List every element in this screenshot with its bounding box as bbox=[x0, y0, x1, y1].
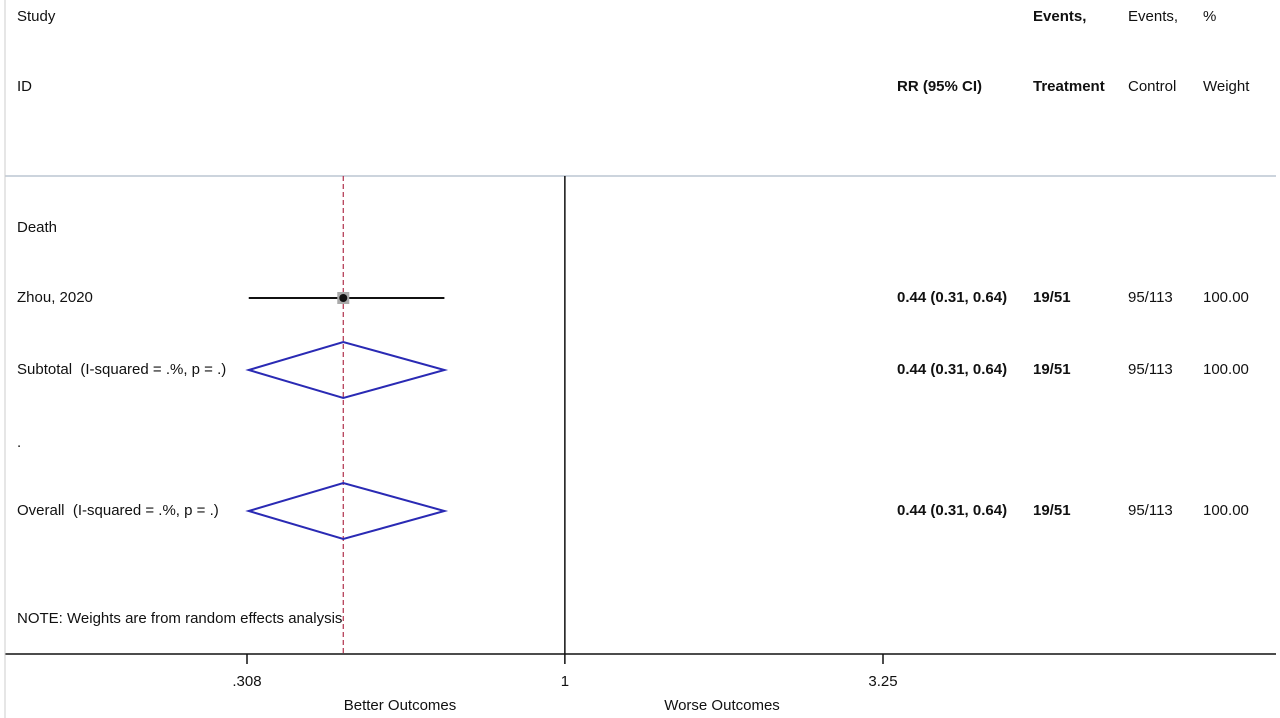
header: Events, bbox=[1033, 8, 1086, 25]
diamond bbox=[245, 481, 449, 541]
header: ID bbox=[17, 78, 32, 95]
weight: 100.00 bbox=[1203, 289, 1249, 306]
point-estimate bbox=[339, 294, 348, 302]
header: Study bbox=[17, 8, 56, 25]
x-tick-label: .308 bbox=[232, 673, 261, 690]
events-control: 95/113 bbox=[1128, 502, 1173, 519]
x-axis-label: Worse Outcomes bbox=[664, 697, 780, 714]
row-label: Subtotal (I-squared = .%, p = .) bbox=[17, 361, 226, 378]
header: % bbox=[1203, 8, 1216, 25]
row-label: Zhou, 2020 bbox=[17, 289, 93, 306]
diamond bbox=[245, 340, 449, 400]
weight: 100.00 bbox=[1203, 361, 1249, 378]
header: Events, bbox=[1128, 8, 1178, 25]
header: Weight bbox=[1203, 78, 1250, 95]
x-tick-label: 3.25 bbox=[868, 673, 897, 690]
row-label: Overall (I-squared = .%, p = .) bbox=[17, 502, 219, 519]
x-axis-label: Better Outcomes bbox=[344, 697, 457, 714]
note: NOTE: Weights are from random effects an… bbox=[17, 610, 342, 627]
events-treatment: 19/51 bbox=[1033, 361, 1071, 378]
header: RR (95% CI) bbox=[897, 78, 982, 95]
rr-ci: 0.44 (0.31, 0.64) bbox=[897, 502, 1007, 519]
events-control: 95/113 bbox=[1128, 361, 1173, 378]
header: Treatment bbox=[1033, 78, 1105, 95]
events-treatment: 19/51 bbox=[1033, 502, 1071, 519]
events-treatment: 19/51 bbox=[1033, 289, 1071, 306]
events-control: 95/113 bbox=[1128, 289, 1173, 306]
rr-ci: 0.44 (0.31, 0.64) bbox=[897, 361, 1007, 378]
row-label: . bbox=[17, 434, 21, 451]
header: Control bbox=[1128, 78, 1176, 95]
rr-ci: 0.44 (0.31, 0.64) bbox=[897, 289, 1007, 306]
row-label: Death bbox=[17, 219, 57, 236]
weight: 100.00 bbox=[1203, 502, 1249, 519]
x-tick-label: 1 bbox=[561, 673, 569, 690]
